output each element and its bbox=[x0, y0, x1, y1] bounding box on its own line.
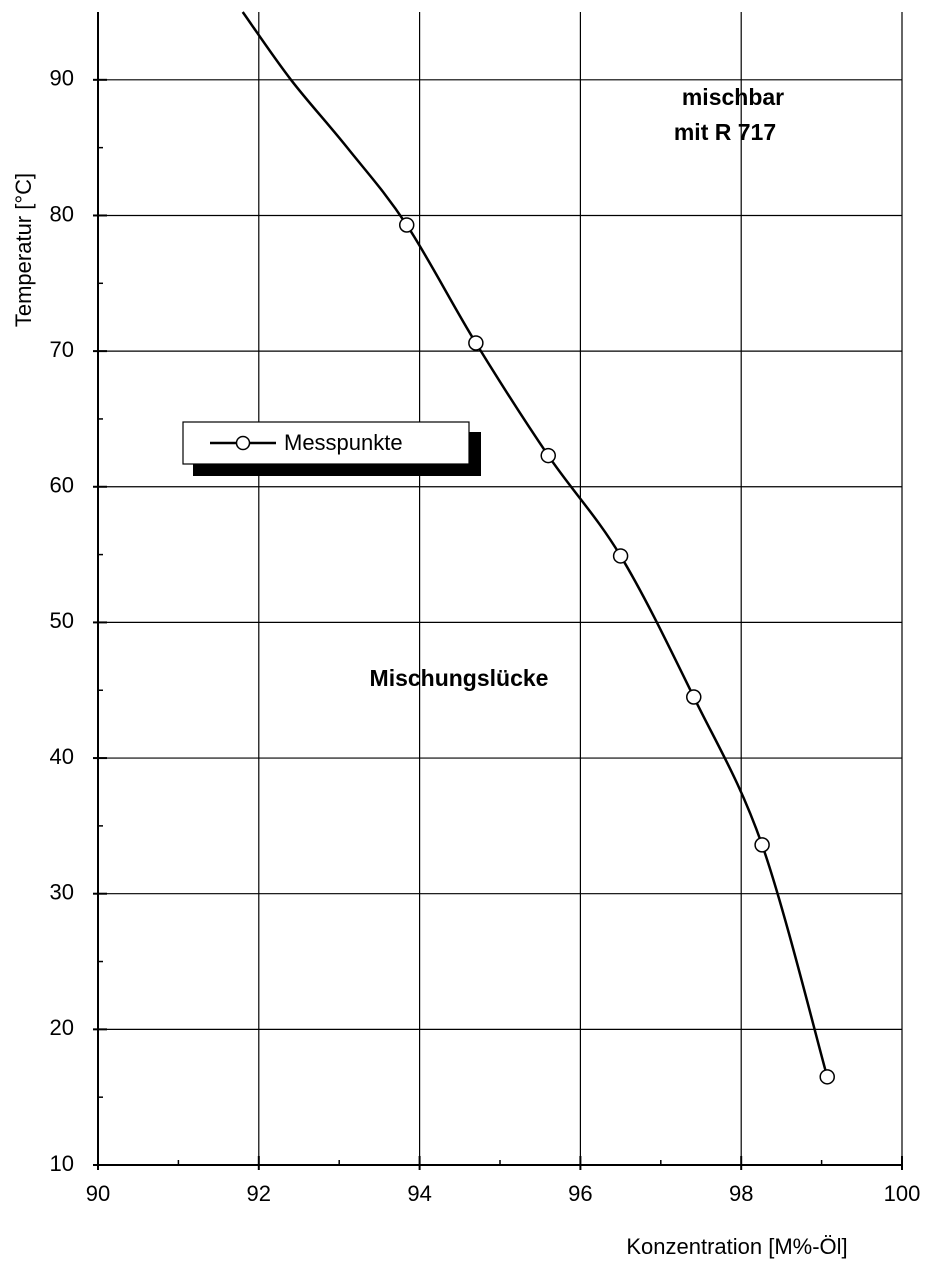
marker bbox=[754, 837, 770, 853]
y-tick-label: 50 bbox=[50, 608, 74, 633]
x-tick-label: 90 bbox=[86, 1181, 110, 1206]
annotation: Mischungslücke bbox=[370, 665, 549, 691]
y-tick-label: 20 bbox=[50, 1015, 74, 1040]
annotation: mit R 717 bbox=[674, 119, 776, 145]
marker bbox=[398, 217, 415, 233]
x-axis-label: Konzentration [M%-Öl] bbox=[626, 1234, 847, 1259]
x-tick-label: 94 bbox=[407, 1181, 431, 1206]
legend-marker bbox=[235, 435, 251, 451]
marker bbox=[612, 548, 629, 564]
marker bbox=[686, 689, 702, 705]
legend-label: Messpunkte bbox=[284, 430, 403, 455]
curve bbox=[241, 11, 829, 1078]
y-tick-label: 90 bbox=[50, 66, 74, 91]
x-tick-label: 100 bbox=[884, 1181, 921, 1206]
y-tick-label: 80 bbox=[50, 201, 74, 226]
y-axis-label: Temperatur [°C] bbox=[11, 173, 36, 327]
x-tick-label: 92 bbox=[247, 1181, 271, 1206]
y-tick-label: 10 bbox=[50, 1151, 74, 1176]
y-tick-label: 70 bbox=[50, 337, 74, 362]
marker bbox=[468, 335, 484, 351]
x-tick-label: 98 bbox=[729, 1181, 753, 1206]
x-tick-label: 96 bbox=[568, 1181, 592, 1206]
y-tick-label: 30 bbox=[50, 880, 74, 905]
annotation: mischbar bbox=[682, 84, 784, 110]
marker bbox=[819, 1069, 835, 1085]
marker bbox=[540, 447, 556, 464]
y-tick-label: 40 bbox=[50, 744, 74, 769]
y-tick-label: 60 bbox=[50, 473, 74, 498]
